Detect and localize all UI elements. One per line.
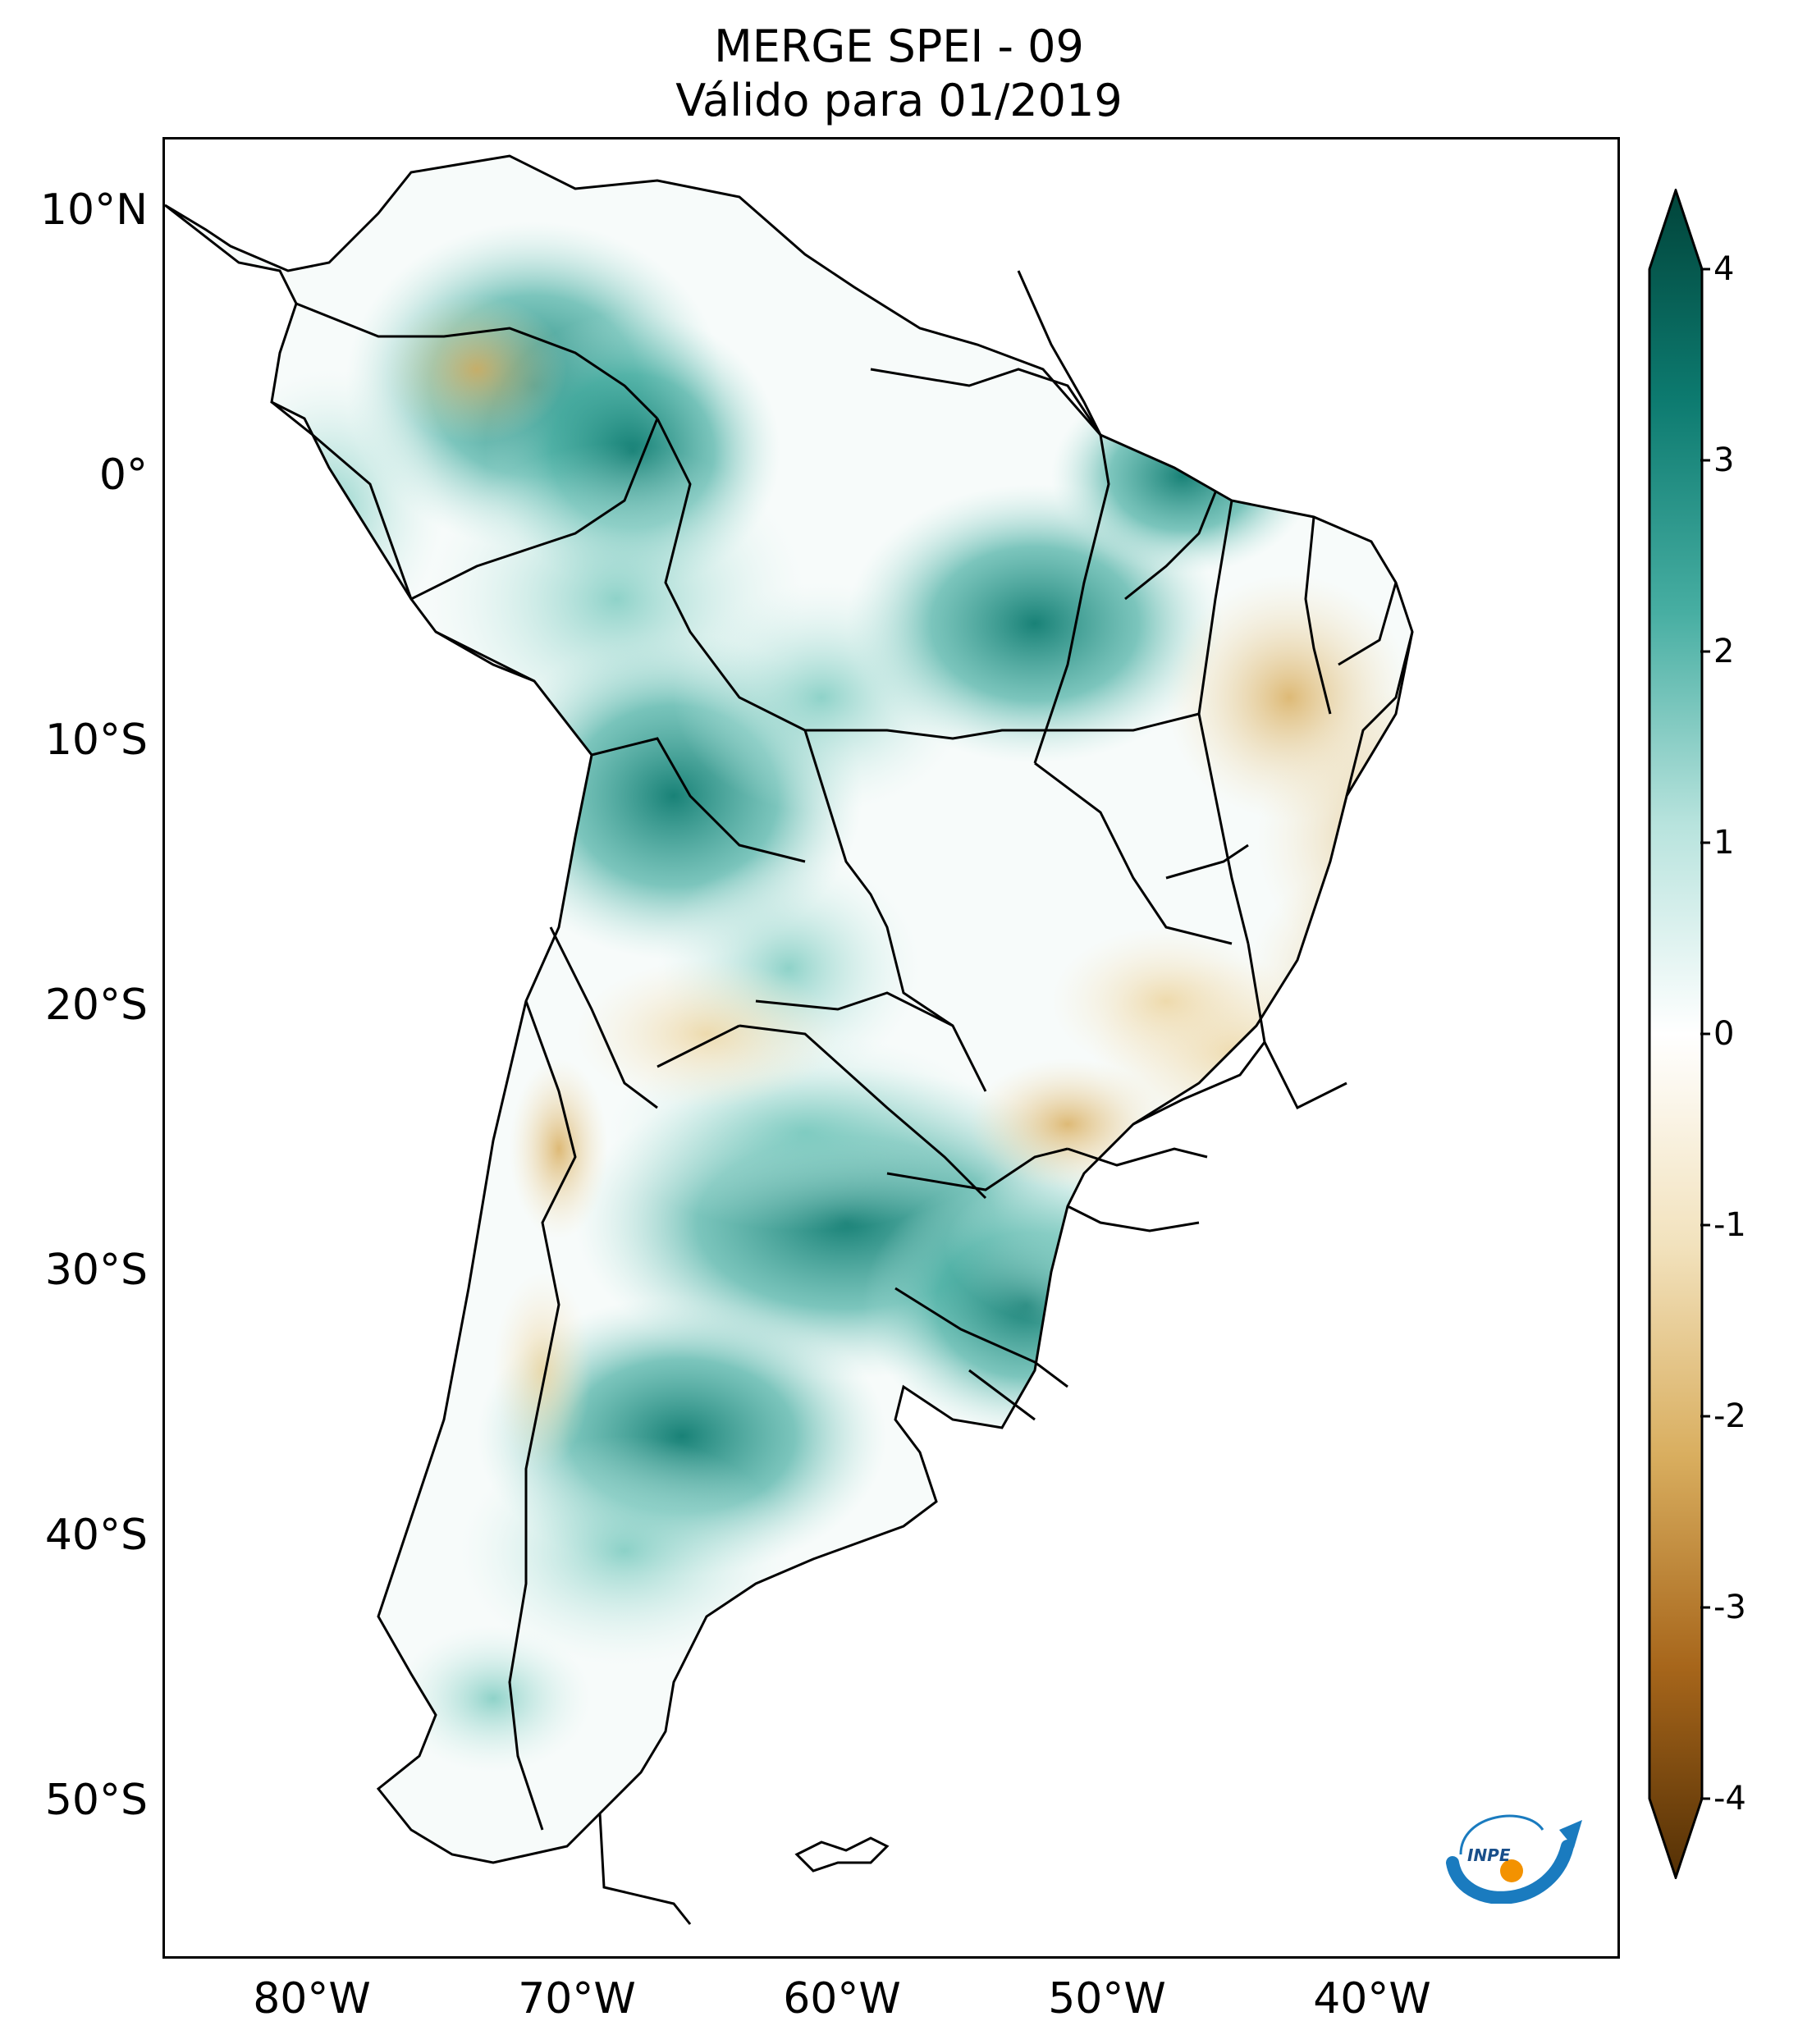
- inpe-logo: INPE: [1446, 1814, 1582, 1904]
- lat-tick-label: 50°S: [44, 1776, 148, 1825]
- lon-tick-label: 80°W: [253, 1974, 371, 2023]
- lat-tick-label: 10°N: [39, 185, 148, 235]
- colorbar-tick-label: 2: [1713, 633, 1735, 670]
- lat-tick-label: 40°S: [44, 1511, 148, 1560]
- colorbar-tick-marks: [1700, 268, 1710, 1800]
- south-america-map: [165, 154, 1414, 1925]
- lat-tick-label: 0°: [98, 450, 148, 500]
- lon-tick-label: 60°W: [783, 1974, 901, 2023]
- spei-field: [165, 156, 1412, 1863]
- map-subtitle: Válido para 01/2019: [675, 75, 1123, 126]
- lat-tick-label: 20°S: [44, 981, 148, 1030]
- colorbar-tick-label: -1: [1713, 1206, 1746, 1244]
- colorbar-tick-label: 4: [1713, 250, 1735, 288]
- lon-tick-label: 70°W: [518, 1974, 636, 2023]
- colorbar: [1648, 189, 1704, 1879]
- political-borders: [271, 270, 1414, 1831]
- colorbar-tick-label: 0: [1713, 1015, 1735, 1053]
- map-panel: [162, 137, 1620, 1959]
- colorbar-tick-label: -2: [1713, 1397, 1746, 1435]
- lon-tick-label: 50°W: [1048, 1974, 1166, 2023]
- falkland-islands: [794, 1836, 890, 1873]
- colorbar-tick-label: -3: [1713, 1589, 1746, 1626]
- map-title: MERGE SPEI - 09: [714, 21, 1084, 72]
- colorbar-tick-label: 3: [1713, 441, 1735, 479]
- colorbar-tick-label: 1: [1713, 824, 1735, 862]
- logo-text: INPE: [1467, 1845, 1511, 1865]
- lon-tick-label: 40°W: [1313, 1974, 1431, 2023]
- colorbar-tick-label: -4: [1713, 1780, 1746, 1818]
- lat-tick-label: 30°S: [44, 1246, 148, 1295]
- lat-tick-label: 10°S: [44, 716, 148, 765]
